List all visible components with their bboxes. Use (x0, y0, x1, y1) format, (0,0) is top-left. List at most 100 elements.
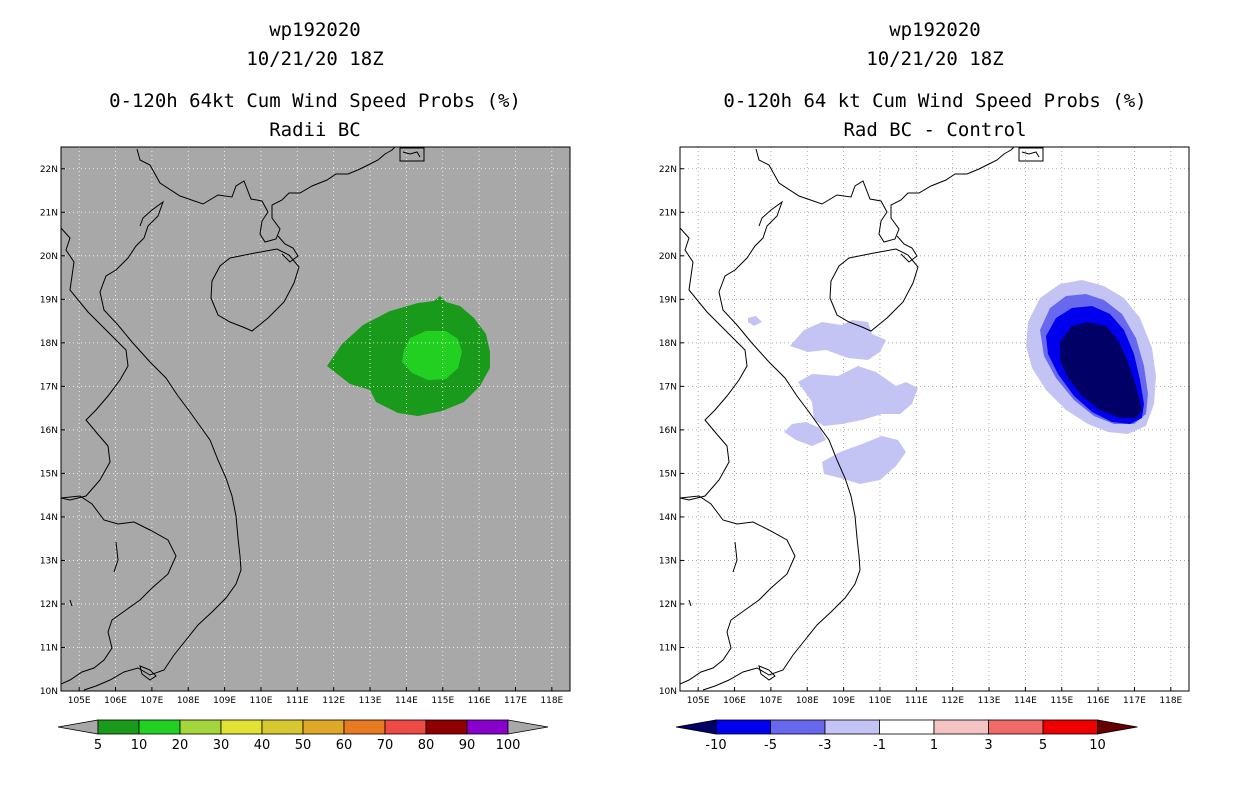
right-lat-label-13N: 13N (659, 556, 677, 566)
right-diff-area-1 (790, 320, 886, 360)
right-lon-label-114E: 114E (1014, 696, 1037, 706)
right-lon-label-111E: 111E (905, 696, 928, 706)
left-lon-label-112E: 112E (322, 696, 345, 706)
right-colorbar-label-1: 1 (930, 738, 938, 753)
right-lon-label-117E: 117E (1123, 696, 1146, 706)
right-lat-label-17N: 17N (659, 382, 677, 392)
left-colorbar-label-30: 30 (213, 738, 230, 753)
left-lon-label-110E: 110E (250, 696, 273, 706)
left-lat-label-10N: 10N (40, 687, 58, 697)
left-lon-label-107E: 107E (140, 696, 163, 706)
right-lon-label-116E: 116E (1087, 696, 1110, 706)
right-lat-label-10N: 10N (659, 687, 677, 697)
right-lon-label-108E: 108E (796, 696, 819, 706)
right-subtitle: 0-120h 64 kt Cum Wind Speed Probs (%) (723, 90, 1147, 112)
right-colorbar-swatch (824, 719, 880, 735)
right-lon-label-110E: 110E (869, 696, 892, 706)
left-subtitle-2: Radii BC (269, 119, 361, 141)
left-lon-label-108E: 108E (177, 696, 200, 706)
right-diff-area-3 (798, 366, 918, 426)
left-colorbar-swatch (220, 719, 263, 735)
right-lon-label-109E: 109E (832, 696, 855, 706)
left-colorbar-label-40: 40 (254, 738, 271, 753)
left-lat-label-13N: 13N (40, 556, 58, 566)
left-lat-label-14N: 14N (40, 513, 58, 523)
right-diff-area-2 (748, 316, 762, 326)
right-colorbar-label-3: 3 (984, 738, 992, 753)
left-title: wp192020 10/21/20 18Z (60, 16, 570, 74)
left-colorbar-label-20: 20 (172, 738, 189, 753)
left-lat-label-19N: 19N (40, 295, 58, 305)
right-colorbar-swatch (988, 719, 1044, 735)
left-colorbar-label-100: 100 (496, 738, 521, 753)
right-storm-id: wp192020 (889, 19, 981, 41)
right-lon-label-105E: 105E (687, 696, 710, 706)
right-colorbar-swatch (1042, 719, 1098, 735)
left-lon-label-116E: 116E (468, 696, 491, 706)
left-colorbar-swatch (179, 719, 222, 735)
left-colorbar-label-5: 5 (94, 738, 102, 753)
left-colorbar-swatch (466, 719, 509, 735)
right-subtitle-2: Rad BC - Control (843, 119, 1027, 141)
left-colorbar-label-70: 70 (377, 738, 394, 753)
right-colorbar: -10 -5 -3 -1 1 3 5 10 (675, 719, 1138, 753)
right-diff-area-4 (784, 422, 826, 446)
left-lat-label-18N: 18N (40, 339, 58, 349)
right-lat-label-14N: 14N (659, 513, 677, 523)
left-colorbar-label-90: 90 (459, 738, 476, 753)
left-colorbar-arrow-left (57, 719, 99, 735)
right-lat-label-22N: 22N (659, 165, 677, 175)
left-colorbar-swatch (261, 719, 304, 735)
right-lat-label-20N: 20N (659, 252, 677, 262)
left-lat-label-22N: 22N (40, 165, 58, 175)
left-lat-label-15N: 15N (40, 469, 58, 479)
left-colorbar-swatch (97, 719, 140, 735)
right-lon-label-106E: 106E (723, 696, 746, 706)
left-datetime: 10/21/20 18Z (246, 48, 384, 70)
right-lat-label-21N: 21N (659, 208, 677, 218)
left-lat-label-21N: 21N (40, 208, 58, 218)
right-colorbar-swatch (770, 719, 826, 735)
left-lon-label-115E: 115E (431, 696, 454, 706)
left-lat-label-11N: 11N (40, 643, 58, 653)
left-colorbar-swatch (425, 719, 468, 735)
left-colorbar-label-50: 50 (295, 738, 312, 753)
right-colorbar-label--3: -3 (819, 738, 832, 753)
right-colorbar-arrow-right (1097, 719, 1138, 735)
left-lon-label-114E: 114E (395, 696, 418, 706)
right-lat-label-11N: 11N (659, 643, 677, 653)
left-map-frame (60, 146, 571, 692)
left-lat-label-12N: 12N (40, 600, 58, 610)
left-colorbar-swatch (302, 719, 345, 735)
left-map-panel: 105E 106E 107E 108E 109E 110E 111E 112E 113E 114E… (40, 146, 571, 706)
right-map-panel: 105E 106E 107E 108E 109E 110E 111E 112E 113E 114E… (659, 146, 1190, 706)
left-colorbar-arrow-right (507, 719, 549, 735)
left-lon-label-113E: 113E (359, 696, 382, 706)
right-colorbar-label-10: 10 (1089, 738, 1106, 753)
left-lat-label-20N: 20N (40, 252, 58, 262)
left-lon-label-117E: 117E (504, 696, 527, 706)
right-colorbar-swatch (879, 719, 935, 735)
left-colorbar-swatch (343, 719, 386, 735)
right-colorbar-swatch (933, 719, 989, 735)
left-lon-label-109E: 109E (213, 696, 236, 706)
right-colorbar-label--5: -5 (764, 738, 777, 753)
right-diff-area-5 (822, 436, 906, 484)
left-lon-label-111E: 111E (286, 696, 309, 706)
left-lat-label-16N: 16N (40, 426, 58, 436)
left-prob-contour-10 (402, 331, 462, 380)
left-colorbar-label-10: 10 (131, 738, 148, 753)
right-colorbar-label-5: 5 (1039, 738, 1047, 753)
right-map-frame (679, 146, 1190, 692)
right-datetime: 10/21/20 18Z (866, 48, 1004, 70)
left-colorbar-label-60: 60 (336, 738, 353, 753)
right-lon-label-113E: 113E (978, 696, 1001, 706)
right-lon-label-112E: 112E (941, 696, 964, 706)
left-colorbar-label-80: 80 (418, 738, 435, 753)
right-lat-label-15N: 15N (659, 469, 677, 479)
left-storm-id: wp192020 (269, 19, 361, 41)
right-lat-label-16N: 16N (659, 426, 677, 436)
right-title: wp192020 10/21/20 18Z (680, 16, 1190, 74)
right-lat-label-18N: 18N (659, 339, 677, 349)
